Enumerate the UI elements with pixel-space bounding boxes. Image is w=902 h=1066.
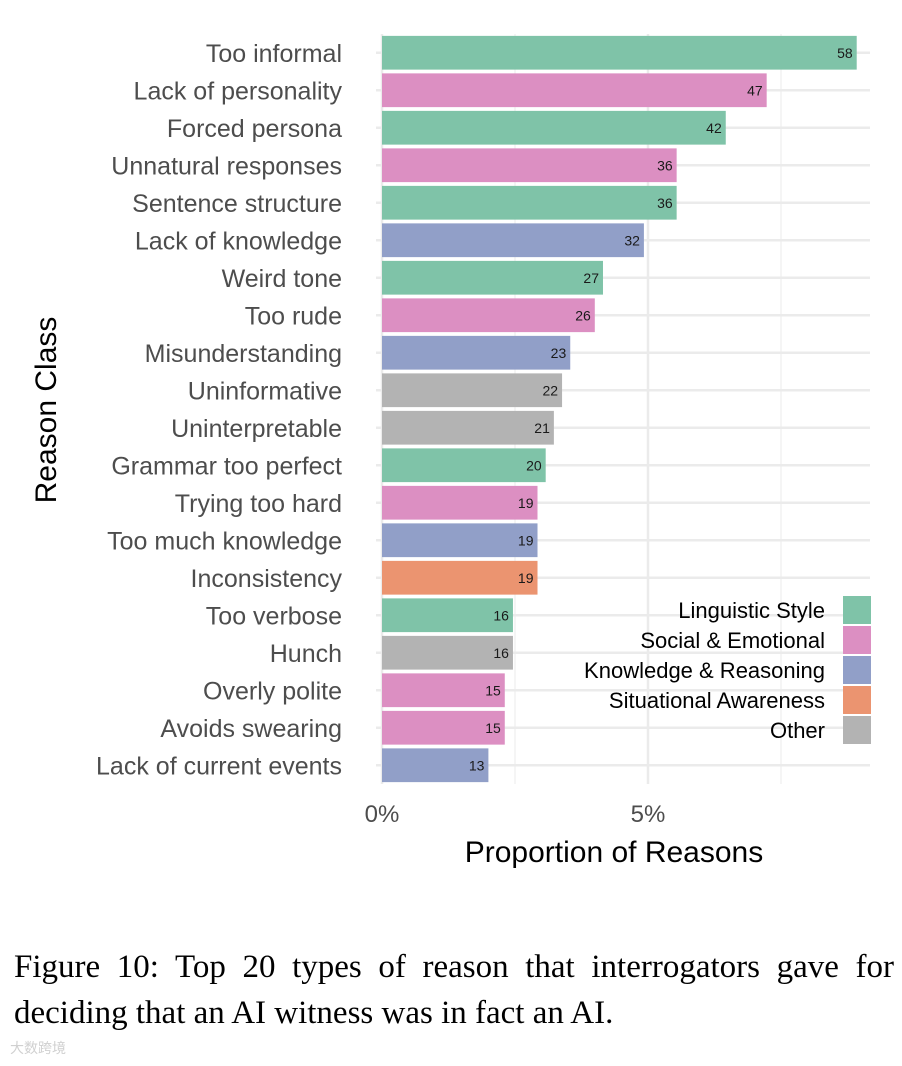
watermark: 大数跨境 <box>10 1041 66 1057</box>
category-label: Trying too hard <box>175 490 342 518</box>
legend-key <box>843 626 871 654</box>
bar-value-label: 15 <box>485 682 501 698</box>
bar-chart: 58 47 42 36 36 32 27 26 23 22 21 20 19 19 19 16 16 15 15 13… <box>30 34 871 869</box>
bar-value-label: 58 <box>837 45 853 61</box>
category-label: Unnatural responses <box>111 152 342 180</box>
x-axis-title: Proportion of Reasons <box>465 836 764 869</box>
category-label: Lack of personality <box>134 77 343 105</box>
category-labels: Too informal Lack of personality Forced pe… <box>96 40 342 781</box>
bar-value-label: 16 <box>493 607 509 623</box>
category-label: Hunch <box>270 640 342 668</box>
category-label: Overly polite <box>203 677 342 705</box>
legend-label: Knowledge & Reasoning <box>584 658 825 683</box>
bar-value-label: 42 <box>706 120 722 136</box>
legend: Linguistic Style Social & Emotional Knowle… <box>584 596 871 744</box>
bar <box>382 260 603 295</box>
bar <box>382 373 563 408</box>
y-axis-title: Reason Class <box>30 317 63 504</box>
bar-value-label: 20 <box>526 457 542 473</box>
bar <box>382 298 595 333</box>
category-label: Forced persona <box>167 115 342 143</box>
x-axis-ticks: 0% 5% <box>365 801 666 828</box>
bar <box>382 560 538 595</box>
legend-key <box>843 596 871 624</box>
bar <box>382 748 489 783</box>
bar <box>382 185 677 220</box>
bar <box>382 598 513 633</box>
legend-key <box>843 656 871 684</box>
bar-value-label: 36 <box>657 157 673 173</box>
category-label: Lack of current events <box>96 752 342 780</box>
bar-value-label: 16 <box>493 645 509 661</box>
bar-value-label: 13 <box>469 757 485 773</box>
category-label: Too informal <box>206 40 342 68</box>
bar <box>382 223 644 258</box>
bar-value-label: 19 <box>518 495 534 511</box>
bars-layer: 58 47 42 36 36 32 27 26 23 22 21 20 19 19 19 16 16 15 15 13 <box>382 35 857 783</box>
bar-value-label: 21 <box>534 420 550 436</box>
category-label: Avoids swearing <box>160 715 342 743</box>
bar-value-label: 36 <box>657 195 673 211</box>
bar-value-label: 47 <box>747 82 763 98</box>
bar <box>382 110 726 145</box>
category-label: Uninformative <box>188 377 342 405</box>
bar-value-label: 32 <box>624 232 640 248</box>
category-label: Too much knowledge <box>107 527 342 555</box>
bar-value-label: 19 <box>518 570 534 586</box>
category-label: Too verbose <box>206 602 342 630</box>
bar <box>382 410 554 445</box>
bar-value-label: 15 <box>485 720 501 736</box>
category-label: Lack of knowledge <box>135 227 342 255</box>
bar <box>382 335 571 370</box>
bar-value-label: 26 <box>575 307 591 323</box>
x-tick-label: 5% <box>631 801 666 828</box>
legend-label: Social & Emotional <box>640 628 825 653</box>
bar <box>382 35 857 70</box>
category-label: Weird tone <box>222 265 342 293</box>
bar-value-label: 19 <box>518 532 534 548</box>
legend-key <box>843 686 871 714</box>
bar-value-label: 27 <box>583 270 599 286</box>
legend-label: Situational Awareness <box>609 688 825 713</box>
bar <box>382 485 538 520</box>
category-label: Too rude <box>245 302 342 330</box>
bar <box>382 448 546 483</box>
category-label: Uninterpretable <box>171 415 342 443</box>
legend-key <box>843 716 871 744</box>
bar <box>382 73 767 108</box>
bar <box>382 148 677 183</box>
bar-value-label: 22 <box>542 382 558 398</box>
category-label: Misunderstanding <box>145 340 342 368</box>
category-label: Sentence structure <box>132 190 342 218</box>
figure-caption: Figure 10: Top 20 types of reason that i… <box>14 949 894 1031</box>
x-tick-label: 0% <box>365 801 400 828</box>
category-label: Grammar too perfect <box>111 452 342 480</box>
bar-value-label: 23 <box>551 345 567 361</box>
legend-label: Linguistic Style <box>678 598 825 623</box>
bar <box>382 710 505 745</box>
bar <box>382 635 513 670</box>
category-label: Inconsistency <box>191 565 343 593</box>
bar <box>382 673 505 708</box>
legend-label: Other <box>770 718 825 743</box>
bar <box>382 523 538 558</box>
